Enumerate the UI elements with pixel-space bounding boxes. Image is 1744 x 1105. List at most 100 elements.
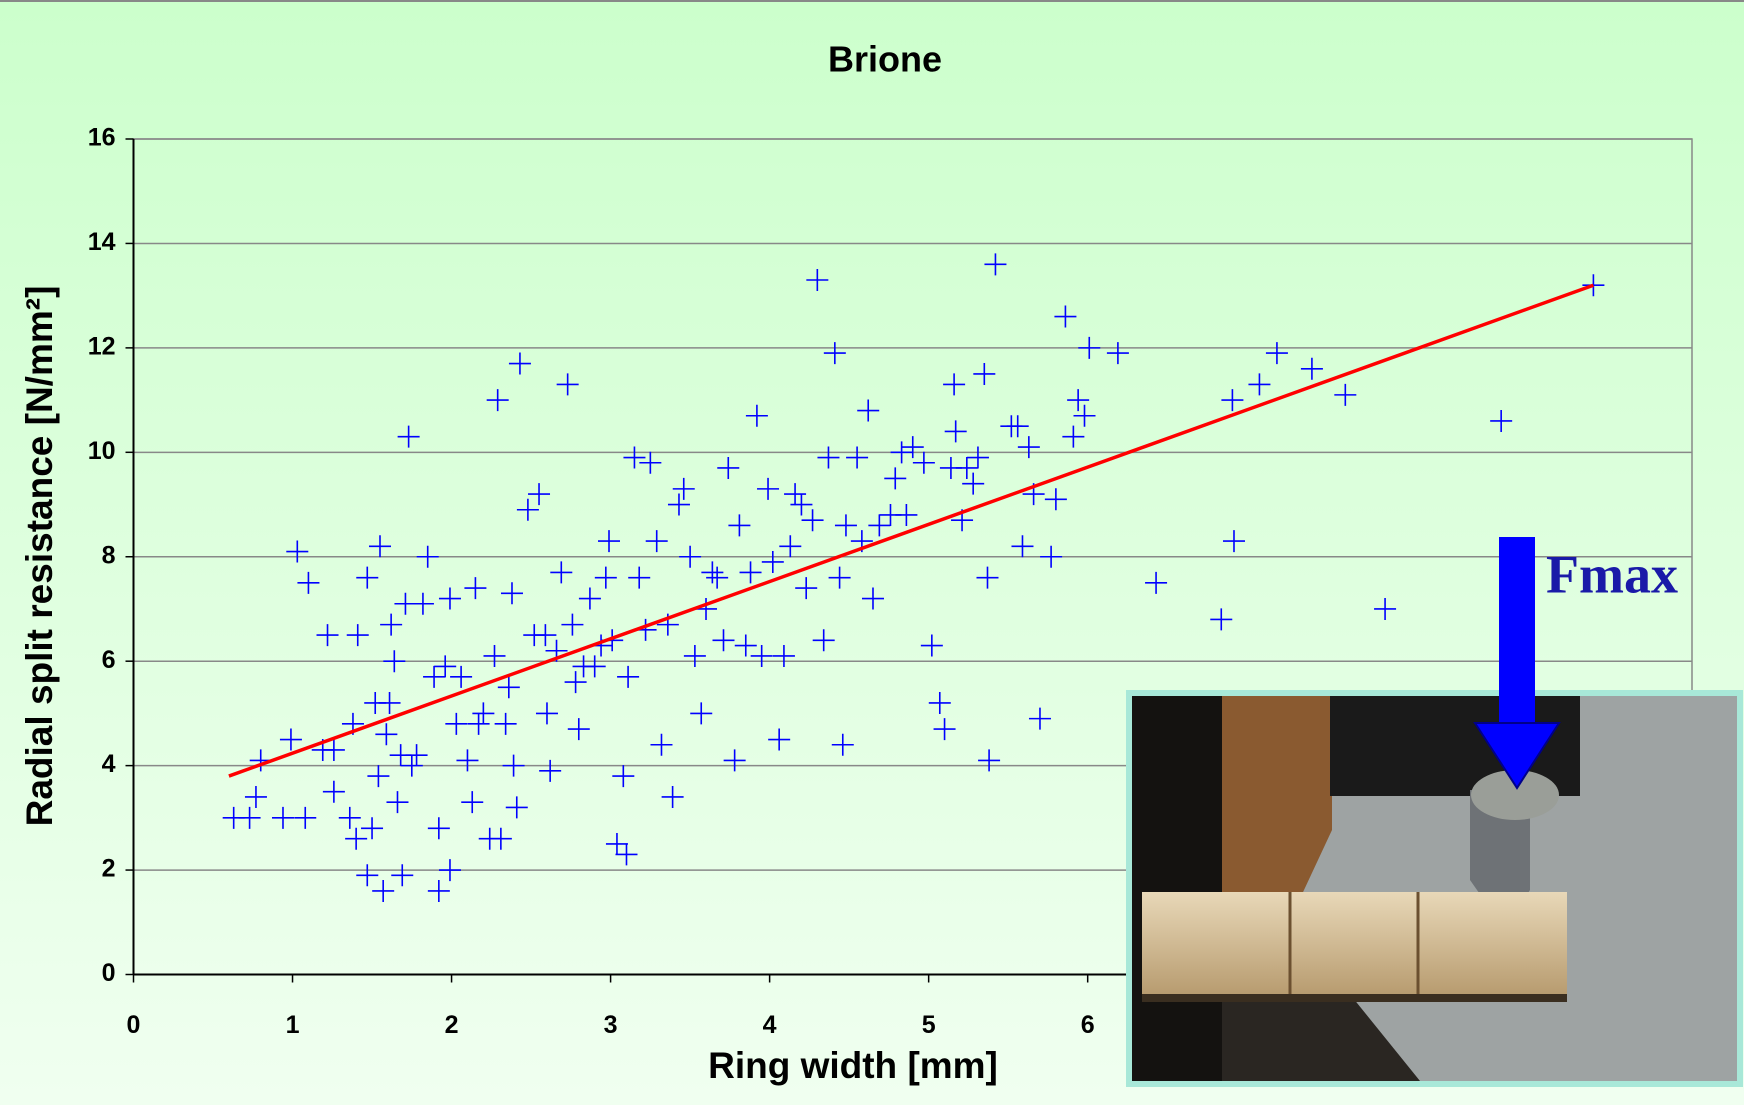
- scatter-point: [978, 749, 1001, 772]
- scatter-point: [434, 655, 457, 678]
- scatter-point: [502, 754, 525, 777]
- scatter-point: [745, 404, 768, 427]
- y-tick-label: 14: [88, 228, 116, 256]
- scatter-point: [717, 456, 740, 479]
- scatter-point: [768, 728, 791, 751]
- scatter-point: [984, 253, 1007, 276]
- scatter-point: [615, 843, 638, 866]
- scatter-point: [739, 561, 762, 584]
- scatter-point: [723, 749, 746, 772]
- scatter-point: [456, 749, 479, 772]
- x-axis-label: Ring width [mm]: [708, 1045, 998, 1086]
- arrow-head: [1473, 722, 1561, 790]
- scatter-point: [391, 864, 414, 887]
- scatter-point: [645, 530, 668, 553]
- scatter-point: [667, 493, 690, 516]
- scatter-point: [806, 268, 829, 291]
- scatter-point: [427, 817, 450, 840]
- y-tick-label: 8: [102, 541, 116, 569]
- scatter-point: [812, 629, 835, 652]
- scatter-point: [831, 733, 854, 756]
- y-tick-label: 6: [102, 646, 116, 674]
- scatter-point: [1374, 597, 1397, 620]
- scatter-point: [857, 399, 880, 422]
- y-tick-label: 10: [88, 437, 116, 465]
- scatter-point: [316, 624, 339, 647]
- scatter-point: [494, 712, 517, 735]
- scatter-point: [623, 446, 646, 469]
- scatter-point: [728, 514, 751, 537]
- scatter-point: [817, 446, 840, 469]
- scatter-point: [483, 644, 506, 667]
- scatter-point: [772, 644, 795, 667]
- scatter-point: [1073, 404, 1096, 427]
- scatter-point: [1222, 530, 1245, 553]
- scatter-point: [846, 446, 869, 469]
- scatter-point: [761, 550, 784, 573]
- photo-inset: [1126, 690, 1743, 1087]
- scatter-point: [1221, 389, 1244, 412]
- scatter-point: [1006, 415, 1029, 438]
- trend-line: [228, 283, 1594, 778]
- scatter-point: [346, 624, 369, 647]
- scatter-point: [639, 451, 662, 474]
- scatter-point: [271, 806, 294, 829]
- scatter-point: [534, 624, 557, 647]
- scatter-point: [472, 702, 495, 725]
- chart-title: Brione: [828, 39, 942, 80]
- y-tick-label: 12: [88, 332, 116, 360]
- scatter-point: [1040, 545, 1063, 568]
- scatter-point: [933, 718, 956, 741]
- y-tick-label: 2: [102, 855, 116, 883]
- scatter-point: [508, 352, 531, 375]
- y-tick-label: 16: [88, 124, 116, 152]
- photo-disc: [1471, 770, 1559, 820]
- scatter-point: [361, 817, 384, 840]
- scatter-point: [567, 718, 590, 741]
- scatter-point: [400, 754, 423, 777]
- scatter-point: [464, 577, 487, 600]
- scatter-point: [628, 566, 651, 589]
- scatter-point: [279, 728, 302, 751]
- scatter-point: [973, 362, 996, 385]
- scatter-point: [701, 561, 724, 584]
- scatter-point: [1300, 357, 1323, 380]
- scatter-point: [1210, 608, 1233, 631]
- scatter-point: [345, 827, 368, 850]
- y-axis-label: Radial split resistance [N/mm²]: [19, 286, 60, 827]
- scatter-point: [1078, 336, 1101, 359]
- x-tick-label: 1: [286, 1011, 300, 1039]
- scatter-point: [650, 733, 673, 756]
- scatter-point: [598, 530, 621, 553]
- scatter-point: [661, 785, 684, 808]
- scatter-point: [405, 744, 428, 767]
- y-tick-label: 0: [102, 959, 116, 987]
- scatter-point: [556, 373, 579, 396]
- scatter-point: [516, 498, 539, 521]
- x-tick-label: 6: [1081, 1011, 1095, 1039]
- scatter-point: [378, 691, 401, 714]
- scatter-point: [955, 456, 978, 479]
- scatter-point: [1062, 425, 1085, 448]
- scatter-point: [550, 561, 573, 584]
- scatter-point: [368, 535, 391, 558]
- scatter-point: [695, 597, 718, 620]
- scatter-point: [757, 477, 780, 500]
- scatter-point: [497, 676, 520, 699]
- scatter-point: [438, 587, 461, 610]
- scatter-point: [461, 791, 484, 814]
- scatter-point: [438, 859, 461, 882]
- scatter-point: [679, 545, 702, 568]
- scatter-point: [583, 655, 606, 678]
- scatter-point: [297, 571, 320, 594]
- scatter-point: [928, 691, 951, 714]
- scatter-point: [868, 514, 891, 537]
- scatter-point: [779, 535, 802, 558]
- scatter-point: [890, 441, 913, 464]
- scatter-point: [467, 712, 490, 735]
- scatter-point: [450, 665, 473, 688]
- scatter-point: [380, 613, 403, 636]
- scatter-point: [683, 644, 706, 667]
- scatter-point: [489, 827, 512, 850]
- scatter-point: [884, 467, 907, 490]
